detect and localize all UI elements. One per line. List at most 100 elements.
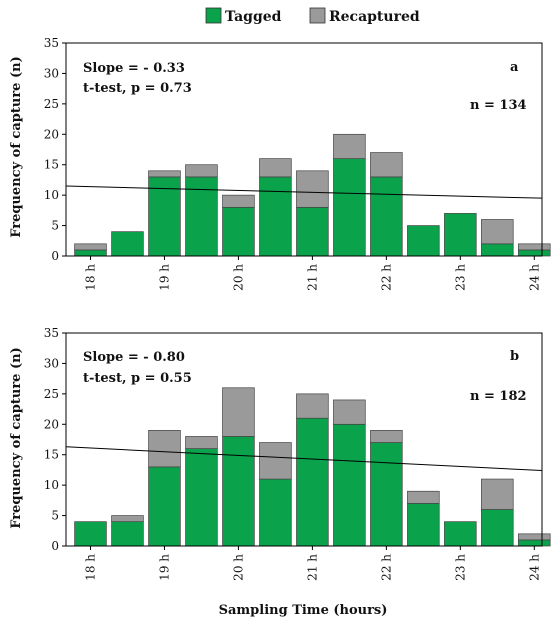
bar-b-recaptured-12 (518, 533, 551, 541)
bar-a-recaptured-5 (259, 158, 292, 178)
y-tick-label-a-5: 5 (51, 219, 59, 233)
bar-a-tagged-0 (74, 249, 107, 257)
chart-panel-a: 0 5 10 15 20 25 30 35 18 h 19 h 20 h 21 h 22 h 23 h 2… (44, 36, 551, 291)
bar-b-tagged-12 (518, 539, 551, 547)
y-tick-label-b-35: 35 (44, 326, 59, 340)
bar-b-tagged-0 (74, 521, 107, 547)
n-label-b: n = 182 (470, 389, 527, 404)
y-tick-label-a-30: 30 (44, 66, 59, 80)
y-tick-label-b-30: 30 (44, 356, 59, 370)
x-tick-label-b-20: 20 h (231, 554, 245, 581)
x-tick-label-b-21: 21 h (305, 554, 319, 581)
x-axis-a: 18 h 19 h 20 h 21 h 22 h 23 h 24 h (83, 256, 541, 291)
bar-a-recaptured-4 (222, 194, 255, 208)
bar-a-recaptured-2 (148, 170, 181, 178)
bar-b-tagged-10 (444, 521, 477, 547)
y-tick-label-b-5: 5 (51, 509, 59, 523)
bar-b-recaptured-9 (407, 490, 440, 504)
bar-b-recaptured-8 (370, 430, 403, 443)
bar-a-tagged-12 (518, 249, 551, 257)
bar-b-tagged-3 (185, 448, 218, 547)
bar-b-tagged-5 (259, 478, 292, 547)
legend-swatch-recaptured (309, 7, 326, 24)
x-tick-label-b-23: 23 h (453, 554, 467, 581)
x-axis-label: Sampling Time (hours) (219, 603, 388, 618)
plot-frame-a (65, 42, 543, 257)
bar-b-tagged-9 (407, 503, 440, 547)
bar-a-tagged-5 (259, 176, 292, 257)
bar-b-recaptured-3 (185, 436, 218, 449)
y-axis-label-bottom: Frequency of capture (n) (9, 347, 24, 528)
bar-a-recaptured-7 (333, 133, 366, 159)
y-tick-label-b-10: 10 (44, 478, 59, 492)
legend-label-recaptured: Recaptured (329, 9, 420, 25)
ttest-label-b: t-test, p = 0.55 (83, 371, 192, 386)
x-tick-label-a-19: 19 h (157, 264, 171, 291)
x-tick-label-a-23: 23 h (453, 264, 467, 291)
bar-a-recaptured-11 (481, 219, 514, 245)
bar-a-tagged-1 (111, 231, 144, 257)
bar-a-recaptured-0 (74, 243, 107, 251)
bar-b-tagged-11 (481, 509, 514, 547)
panel-label-b: b (510, 349, 519, 364)
legend-label-tagged: Tagged (225, 9, 282, 25)
x-tick-label-a-18: 18 h (83, 264, 97, 291)
bar-a-tagged-6 (296, 206, 329, 257)
bar-a-tagged-9 (407, 225, 440, 257)
bar-b-recaptured-7 (333, 399, 366, 425)
bar-b-recaptured-11 (481, 478, 514, 510)
bar-b-tagged-2 (148, 466, 181, 547)
bar-b-tagged-1 (111, 521, 144, 547)
bar-b-tagged-8 (370, 442, 403, 547)
x-tick-label-b-18: 18 h (83, 554, 97, 581)
y-tick-label-b-25: 25 (44, 387, 59, 401)
y-tick-label-a-35: 35 (44, 36, 59, 50)
bar-a-tagged-8 (370, 176, 403, 257)
bar-b-tagged-6 (296, 417, 329, 547)
bar-a-tagged-2 (148, 176, 181, 257)
chart-panel-b: 0 5 10 15 20 25 30 35 18 h 19 h 20 h 21 h 22 h 23 h 2… (44, 326, 551, 581)
ttest-label-a: t-test, p = 0.73 (83, 81, 192, 96)
legend-swatch-tagged (205, 7, 222, 24)
trendline-a (65, 185, 543, 199)
slope-label-a: Slope = - 0.33 (83, 61, 185, 76)
bar-b-recaptured-4 (222, 387, 255, 437)
x-tick-label-b-22: 22 h (379, 554, 393, 581)
y-axis-a: 0 5 10 15 20 25 30 35 (44, 36, 66, 263)
trendline-b (65, 446, 543, 472)
legend: Tagged Recaptured (205, 7, 420, 25)
x-tick-label-b-24: 24 h (527, 554, 541, 581)
x-tick-label-a-24: 24 h (527, 264, 541, 291)
x-tick-label-a-21: 21 h (305, 264, 319, 291)
bar-b-tagged-4 (222, 436, 255, 547)
y-axis-label-top: Frequency of capture (n) (9, 56, 24, 237)
y-tick-label-b-15: 15 (44, 448, 59, 462)
y-tick-label-a-20: 20 (44, 127, 59, 141)
bar-a-tagged-11 (481, 243, 514, 257)
y-tick-label-a-10: 10 (44, 188, 59, 202)
y-tick-label-a-15: 15 (44, 158, 59, 172)
bars-b (74, 387, 551, 547)
bar-a-recaptured-8 (370, 152, 403, 178)
y-tick-label-a-0: 0 (51, 249, 59, 263)
x-tick-label-a-22: 22 h (379, 264, 393, 291)
bar-b-recaptured-5 (259, 442, 292, 480)
y-tick-label-b-0: 0 (51, 539, 59, 553)
x-tick-label-b-19: 19 h (157, 554, 171, 581)
y-tick-label-a-25: 25 (44, 97, 59, 111)
bar-b-recaptured-1 (111, 515, 144, 523)
x-axis-b: 18 h 19 h 20 h 21 h 22 h 23 h 24 h (83, 546, 541, 581)
bar-a-recaptured-12 (518, 243, 551, 251)
n-label-a: n = 134 (470, 98, 527, 113)
bar-b-tagged-7 (333, 423, 366, 547)
y-tick-label-b-20: 20 (44, 417, 59, 431)
panel-label-a: a (510, 60, 519, 75)
bar-a-tagged-7 (333, 158, 366, 257)
bar-a-recaptured-6 (296, 170, 329, 208)
bar-a-tagged-10 (444, 213, 477, 257)
y-axis-b: 0 5 10 15 20 25 30 35 (44, 326, 66, 553)
plot-frame-b (65, 332, 543, 547)
bar-a-recaptured-3 (185, 164, 218, 178)
x-tick-label-a-20: 20 h (231, 264, 245, 291)
